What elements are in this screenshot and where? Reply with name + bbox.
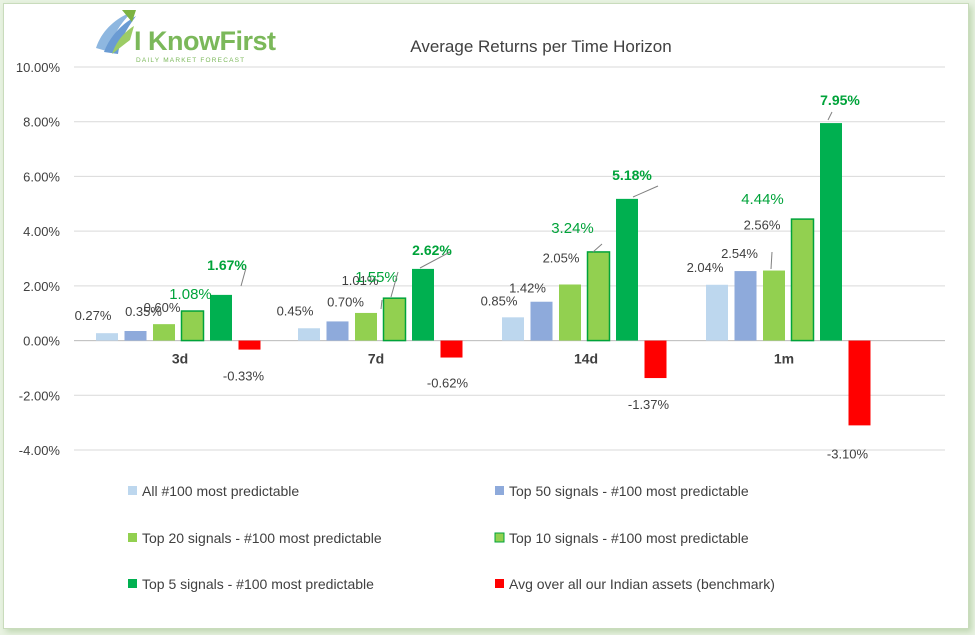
label-leader-line (770, 251, 773, 270)
legend-label-3: Top 10 signals - #100 most predictable (509, 530, 749, 546)
bar-series-5-1m (848, 340, 871, 426)
bar-series-4-14d (616, 198, 638, 341)
gridlines (74, 66, 945, 451)
bar-series-2-14d (559, 284, 581, 341)
category-label-1m: 1m (774, 351, 794, 367)
y-tick-label: 4.00% (23, 224, 60, 239)
y-tick-label: 6.00% (23, 169, 60, 184)
legend-label-5: Avg over all our Indian assets (benchmar… (509, 576, 775, 592)
data-label-series-4-1m: 7.95% (820, 92, 860, 108)
logo-tagline: Daily Market Forecast (136, 57, 245, 64)
label-leader-line (240, 267, 247, 287)
data-label-series-2-7d: 1.01% (342, 273, 379, 288)
bar-series-4-7d (412, 268, 434, 341)
data-label-series-3-14d: 3.24% (551, 220, 594, 237)
y-tick-label: 2.00% (23, 279, 60, 294)
bar-series-3-1m (790, 218, 815, 342)
legend-label-0: All #100 most predictable (142, 483, 299, 499)
data-label-series-2-3d: 0.60% (144, 300, 181, 315)
bar-series-1-3d (124, 330, 147, 341)
bar-series-3-7d (382, 297, 407, 342)
data-label-series-3-7d: 1.55% (355, 269, 398, 286)
data-label-series-0-1m: 2.04% (687, 260, 724, 275)
data-label-series-4-14d: 5.18% (612, 167, 652, 183)
data-label-series-5-3d: -0.33% (223, 369, 265, 384)
label-leader-line (380, 299, 383, 310)
label-leader-line (592, 243, 603, 253)
data-label-series-1-1m: 2.54% (721, 246, 758, 261)
data-label-series-2-14d: 2.05% (543, 250, 580, 265)
bar-series-2-3d (153, 324, 175, 341)
data-label-series-3-1m: 4.44% (741, 191, 784, 208)
bar-series-3-3d (180, 310, 205, 342)
bar-series-0-14d (502, 317, 524, 341)
legend-label-4: Top 5 signals - #100 most predictable (142, 576, 374, 592)
bar-series-4-1m (820, 123, 842, 341)
data-label-series-1-3d: 0.35% (125, 304, 162, 319)
bar-series-4-3d (210, 294, 232, 341)
bar-series-0-7d (298, 328, 320, 341)
logo: I KnowFirst Daily Market Forecast (96, 10, 277, 64)
legend-swatch-1 (495, 486, 504, 495)
bar-series-0-3d (96, 333, 118, 341)
legend-swatch-3 (494, 532, 505, 543)
bar-series-2-7d (355, 312, 377, 341)
y-tick-label: -2.00% (19, 388, 61, 403)
data-label-series-0-14d: 0.85% (481, 293, 518, 308)
data-label-series-4-7d: 2.62% (412, 242, 452, 258)
data-label-series-1-14d: 1.42% (509, 281, 546, 296)
bar-series-1-1m (734, 271, 757, 341)
legend-label-1: Top 50 signals - #100 most predictable (509, 483, 749, 499)
logo-name: I KnowFirst (134, 26, 276, 56)
bar-series-5-3d (238, 340, 261, 350)
y-tick-label: -4.00% (19, 443, 61, 458)
label-leader-line (390, 271, 399, 298)
data-label-series-3-3d: 1.08% (169, 286, 212, 303)
data-label-series-5-7d: -0.62% (427, 376, 469, 391)
chart-title: Average Returns per Time Horizon (410, 37, 671, 56)
legend-label-2: Top 20 signals - #100 most predictable (142, 530, 382, 546)
bar-series-5-7d (440, 340, 463, 358)
y-tick-label: 8.00% (23, 115, 60, 130)
bar-series-2-1m (763, 270, 785, 341)
bar-series-3-14d (586, 251, 611, 342)
data-label-series-1-7d: 0.70% (327, 294, 364, 309)
data-label-series-4-3d: 1.67% (207, 257, 247, 273)
label-leader-line (827, 111, 833, 121)
data-label-series-0-7d: 0.45% (277, 303, 314, 318)
bar-series-5-14d (644, 340, 667, 379)
category-label-14d: 14d (574, 351, 598, 367)
category-label-3d: 3d (172, 351, 188, 367)
bar-series-1-7d (326, 321, 349, 341)
label-leader-line (632, 185, 659, 198)
bars (96, 123, 871, 426)
data-labels: 0.27% 0.45% 0.85% 2.04% 0.35% 0.70% 1.42% 2.54%… (75, 92, 869, 461)
x-axis: 3d 7d 14d 1m (172, 351, 794, 367)
logo-swoosh-icon (96, 10, 136, 54)
legend-swatch-4 (128, 579, 137, 588)
legend-swatch-0 (128, 486, 137, 495)
y-tick-label: 0.00% (23, 334, 60, 349)
data-label-series-5-1m: -3.10% (827, 446, 869, 461)
data-label-series-5-14d: -1.37% (628, 397, 670, 412)
bar-series-0-1m (706, 284, 728, 341)
label-leader-line (419, 251, 451, 269)
bar-series-1-14d (530, 301, 553, 341)
category-label-7d: 7d (368, 351, 384, 367)
data-label-series-0-3d: 0.27% (75, 308, 112, 323)
data-label-series-2-1m: 2.56% (744, 218, 781, 233)
legend-swatch-2 (128, 533, 137, 542)
legend-swatch-5 (495, 579, 504, 588)
y-tick-label: 10.00% (16, 60, 61, 75)
legend: All #100 most predictable Top 50 signals … (128, 483, 775, 592)
y-axis: 10.00% 8.00% 6.00% 4.00% 2.00% 0.00% -2.00% -4.… (16, 60, 61, 458)
